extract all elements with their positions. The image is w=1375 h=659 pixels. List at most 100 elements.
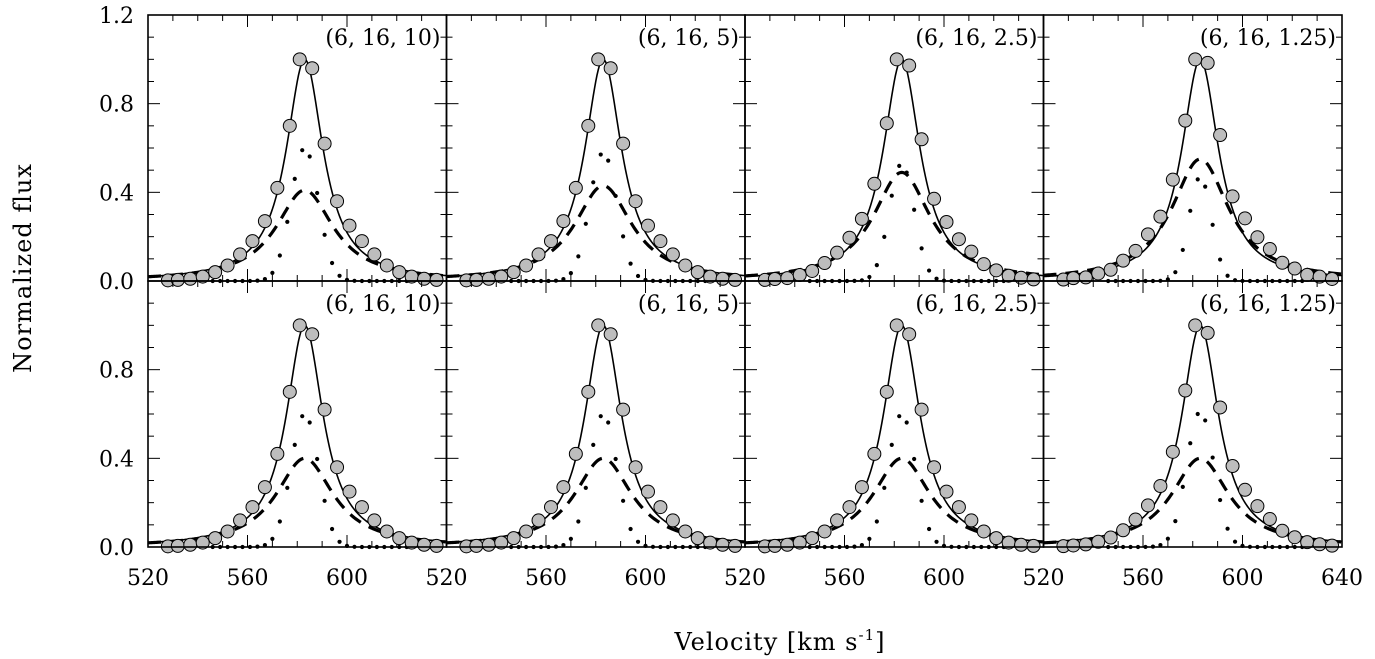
dotted-series-point xyxy=(315,456,320,462)
data-point-marker xyxy=(292,318,307,333)
data-point-marker xyxy=(1287,261,1302,276)
data-point-marker xyxy=(805,263,820,278)
data-point-marker xyxy=(494,535,509,550)
data-point-marker xyxy=(976,257,991,272)
data-point-marker xyxy=(379,524,394,539)
data-point-marker xyxy=(640,218,655,233)
dotted-series-point xyxy=(337,273,342,278)
data-point-marker xyxy=(1066,538,1081,553)
data-point-marker xyxy=(792,268,807,283)
dotted-series-point xyxy=(598,414,603,419)
data-point-marker xyxy=(690,531,705,546)
data-point-marker xyxy=(220,258,235,273)
dotted-series-point xyxy=(904,170,909,175)
dashed-line-series xyxy=(744,170,1044,278)
data-point-marker xyxy=(183,537,198,552)
data-point-marker xyxy=(1200,325,1215,340)
data-point-marker xyxy=(1014,537,1029,552)
data-point-marker xyxy=(964,513,979,528)
data-point-marker xyxy=(1275,255,1290,270)
data-point-marker xyxy=(728,538,743,553)
dotted-series-point xyxy=(591,180,596,185)
dotted-series-point xyxy=(576,519,581,524)
data-point-marker xyxy=(305,61,320,76)
y-tick-label: 0.0 xyxy=(99,536,134,561)
data-point-marker xyxy=(392,531,407,546)
data-point-marker xyxy=(1116,253,1131,268)
panel-label: (6, 16, 5) xyxy=(638,26,739,51)
data-point-marker xyxy=(342,484,357,499)
data-point-marker xyxy=(989,263,1004,278)
dotted-series-point xyxy=(568,536,573,541)
data-point-marker xyxy=(305,327,320,342)
data-point-marker xyxy=(330,460,345,475)
x-tick-label: 640 xyxy=(1321,566,1363,591)
x-tick-label: 600 xyxy=(1222,566,1264,591)
data-point-marker xyxy=(317,136,332,151)
dotted-series-point xyxy=(1158,542,1163,548)
panel-label: (6, 16, 2.5) xyxy=(915,26,1037,51)
data-point-marker xyxy=(616,136,631,151)
data-point-marker xyxy=(183,271,198,286)
dotted-series-point xyxy=(1218,497,1223,503)
panels-group: (6, 16, 10) (6, 16, 5) (6, 16, 2.5) (6, 16,… xyxy=(99,4,1363,591)
x-tick-label: 600 xyxy=(326,566,368,591)
solid-line-series xyxy=(446,58,746,278)
dotted-series-point xyxy=(1210,222,1215,227)
dotted-series-point xyxy=(621,498,626,503)
data-point-marker xyxy=(854,480,869,495)
data-point-marker xyxy=(1014,270,1029,285)
data-point-marker xyxy=(1091,534,1106,549)
data-point-marker xyxy=(879,384,894,399)
solid-line-series xyxy=(744,324,1044,544)
data-point-marker xyxy=(1250,499,1265,514)
data-point-marker xyxy=(889,52,904,67)
dotted-series-point xyxy=(1195,177,1200,182)
dotted-series-point xyxy=(561,277,566,282)
data-point-marker xyxy=(481,537,496,552)
data-point-marker xyxy=(330,194,345,209)
data-point-marker xyxy=(591,52,606,67)
dotted-series-point xyxy=(628,261,633,266)
data-point-marker xyxy=(715,271,730,286)
x-axis-title: Velocity [km s-1] xyxy=(673,626,885,656)
data-point-marker xyxy=(1153,209,1168,224)
dotted-series-point xyxy=(1195,411,1200,417)
dotted-series-point xyxy=(598,152,603,157)
dotted-series-point xyxy=(606,420,611,425)
dashed-line-series xyxy=(744,456,1044,545)
data-point-marker xyxy=(1213,400,1228,415)
data-point-marker xyxy=(1287,530,1302,545)
dotted-series-point xyxy=(576,254,581,259)
data-point-marker xyxy=(208,265,223,280)
solid-line-series xyxy=(1043,324,1343,544)
dotted-series-point xyxy=(606,158,611,163)
data-point-marker xyxy=(1225,459,1240,473)
dotted-series-point xyxy=(262,276,268,282)
data-point-marker xyxy=(1178,383,1193,398)
dashed-line-series xyxy=(1043,456,1343,545)
x-axis-title-main: Velocity [km s xyxy=(673,628,858,656)
data-point-marker xyxy=(481,271,496,286)
y-tick-label: 0.0 xyxy=(99,270,134,295)
panel-7: (6, 16, 2.5) xyxy=(744,280,1045,554)
data-point-marker xyxy=(640,484,655,499)
data-point-marker xyxy=(902,327,917,342)
data-point-marker xyxy=(245,500,260,515)
data-point-marker xyxy=(1153,479,1168,494)
dotted-series-point xyxy=(1203,418,1208,423)
data-point-marker xyxy=(1165,444,1180,459)
dotted-series-point xyxy=(882,485,887,490)
data-point-marker xyxy=(805,531,820,546)
data-point-marker xyxy=(195,535,210,550)
data-point-marker xyxy=(603,61,618,76)
data-point-marker xyxy=(581,118,596,133)
data-point-marker xyxy=(603,327,618,342)
dotted-series-point xyxy=(1210,455,1215,460)
data-point-marker xyxy=(616,402,631,417)
data-point-marker xyxy=(914,132,929,147)
data-point-marker xyxy=(392,265,407,280)
dotted-series-point xyxy=(307,420,312,425)
data-point-marker xyxy=(1091,266,1106,281)
dotted-series-point xyxy=(919,246,924,251)
